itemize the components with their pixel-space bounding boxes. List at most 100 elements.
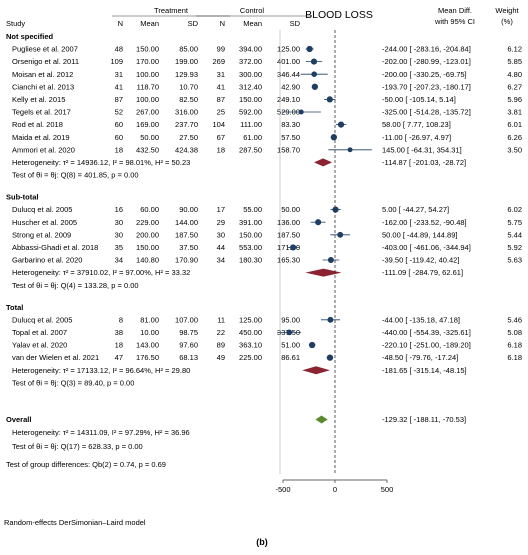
cell-cmean: 225.00 (239, 353, 262, 362)
cell-cn: 87 (217, 95, 225, 104)
group-heterogeneity: Heterogeneity: τ² = 14936.12, I² = 98.01… (12, 158, 190, 167)
study-marker (315, 219, 322, 226)
group-test: Test of θi = θj: Q(4) = 133.28, p = 0.00 (12, 281, 139, 290)
overall-heterogeneity: Heterogeneity: τ² = 14311.09, I² = 97.29… (12, 428, 190, 437)
cell-csd: 346.44 (277, 70, 300, 79)
study-effect: -162.00 [ -233.52, -90.48] (382, 218, 467, 227)
cell-cn: 29 (217, 218, 225, 227)
study-label: Garbarino et al. 2020 (12, 256, 82, 265)
cell-tn: 35 (115, 243, 123, 252)
study-marker (337, 121, 345, 128)
cell-tn: 109 (110, 57, 123, 66)
cell-cmean: 300.00 (239, 70, 262, 79)
header-effect-line1: Mean Diff. (438, 6, 472, 15)
cell-tsd: 27.50 (179, 133, 198, 142)
study-label: Yalav et al. 2020 (12, 341, 67, 350)
study-effect: 5.00 [ -44.27, 54.27] (382, 205, 449, 214)
study-marker (337, 231, 344, 238)
cell-cn: 34 (217, 256, 225, 265)
study-label: Ammori et al. 2020 (12, 145, 75, 154)
group-test: Test of θi = θj: Q(3) = 89.40, p = 0.00 (12, 378, 134, 387)
study-weight: 5.46 (507, 315, 522, 324)
overall-diamond (315, 415, 328, 424)
cell-tn: 18 (115, 341, 123, 350)
cell-cn: 18 (217, 145, 225, 154)
cell-tn: 87 (115, 95, 123, 104)
header-control: Control (240, 6, 265, 15)
group-title: Total (6, 303, 23, 312)
cell-tsd: 187.50 (175, 230, 198, 239)
overall-label: Overall (6, 415, 31, 424)
overall-effect: -129.32 [ -188.11, -70.53] (382, 415, 466, 424)
overall-test: Test of θi = θj: Q(17) = 628.33, p = 0.0… (12, 442, 143, 451)
cell-cn: 11 (217, 315, 225, 324)
cell-csd: 51.00 (281, 341, 300, 350)
study-marker (326, 96, 333, 103)
cell-tsd: 316.00 (175, 108, 198, 117)
study-weight: 6.12 (507, 45, 522, 54)
plot-title: BLOOD LOSS (305, 9, 373, 21)
study-weight: 3.81 (507, 108, 522, 117)
cell-cn: 89 (217, 341, 225, 350)
study-label: Topal et al. 2007 (12, 328, 67, 337)
header-study: Study (6, 19, 25, 28)
x-tick-label: -500 (275, 485, 290, 494)
study-weight: 5.63 (507, 256, 522, 265)
cell-tmean: 169.00 (136, 120, 159, 129)
cell-cn: 44 (217, 243, 225, 252)
cell-tsd: 68.13 (179, 353, 198, 362)
study-label: Huscher et al. 2005 (12, 218, 77, 227)
cell-csd: 57.50 (281, 133, 300, 142)
group-test: Test of θi = θj: Q(8) = 401.85, p = 0.00 (12, 171, 139, 180)
cell-tsd: 237.70 (175, 120, 198, 129)
cell-tn: 52 (115, 108, 123, 117)
cell-cmean: 312.40 (239, 82, 262, 91)
study-marker (286, 329, 293, 336)
study-weight: 5.44 (507, 230, 522, 239)
cell-tn: 60 (115, 120, 123, 129)
cell-tsd: 144.00 (175, 218, 198, 227)
panel-label: (b) (256, 537, 268, 547)
header-control-sd: SD (290, 19, 301, 28)
study-effect: -44.00 [ -135.18, 47.18] (382, 315, 460, 324)
cell-tsd: 82.50 (179, 95, 198, 104)
cell-tsd: 37.50 (179, 243, 198, 252)
cell-tmean: 100.00 (136, 70, 159, 79)
plot-marks (277, 30, 372, 474)
study-marker (308, 341, 316, 349)
cell-tn: 47 (115, 353, 123, 362)
cell-tsd: 129.93 (175, 70, 198, 79)
cell-tmean: 50.00 (140, 133, 159, 142)
study-effect: -50.00 [ -105.14, 5.14] (382, 95, 456, 104)
study-effect: -220.10 [ -251.00, -189.20] (382, 341, 471, 350)
study-effect: -39.50 [ -119.42, 40.42] (382, 256, 459, 265)
study-weight: 6.27 (507, 82, 522, 91)
group-title: Not specified (6, 32, 54, 41)
study-marker (327, 316, 334, 323)
cell-cmean: 55.00 (243, 205, 262, 214)
cell-cmean: 61.00 (243, 133, 262, 142)
cell-cn: 31 (217, 70, 225, 79)
cell-tmean: 100.00 (136, 95, 159, 104)
header-treatment-n: N (118, 19, 123, 28)
header-treatment-mean: Mean (140, 19, 159, 28)
study-effect: -193.70 [ -207.23, -180.17] (382, 82, 471, 91)
cell-cmean: 394.00 (239, 45, 262, 54)
study-label: Cianchi et al. 2013 (12, 82, 74, 91)
cell-tmean: 150.00 (136, 243, 159, 252)
cell-cn: 30 (217, 230, 225, 239)
cell-tn: 30 (115, 218, 123, 227)
cell-cmean: 450.00 (239, 328, 262, 337)
cell-cmean: 287.50 (239, 145, 262, 154)
table-header: Study Treatment Control N Mean SD N Mean… (6, 6, 520, 28)
cell-tmean: 432.50 (136, 145, 159, 154)
cell-tsd: 10.70 (179, 82, 198, 91)
study-marker (347, 147, 353, 153)
study-weight: 6.01 (507, 120, 522, 129)
study-label: Rod et al. 2018 (12, 120, 63, 129)
cell-cn: 41 (217, 82, 225, 91)
model-note: Random-effects DerSimonian–Laird model (4, 518, 146, 527)
cell-cn: 269 (212, 57, 225, 66)
cell-cmean: 592.00 (239, 108, 262, 117)
